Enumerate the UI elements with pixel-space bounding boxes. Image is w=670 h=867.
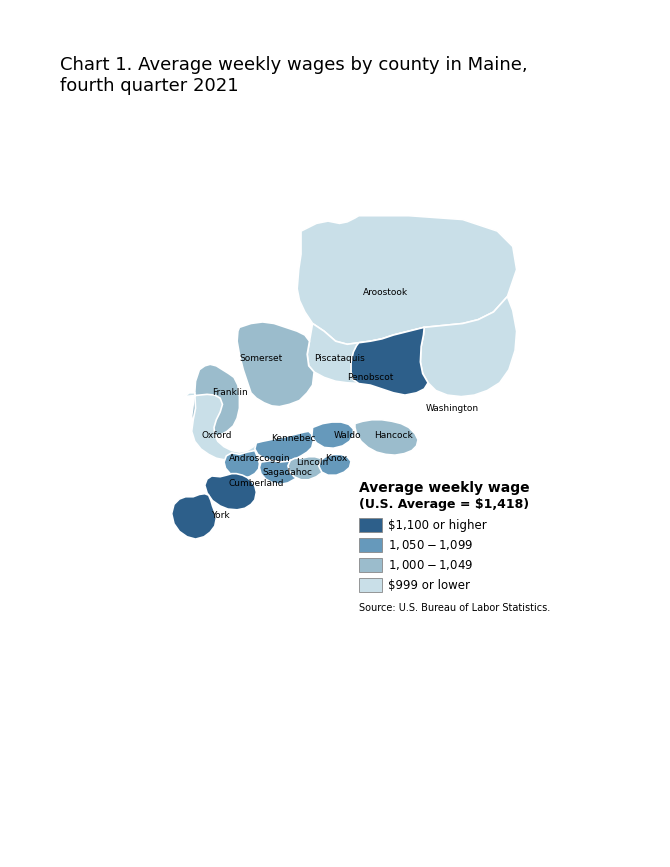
Polygon shape <box>172 493 216 539</box>
Text: Aroostook: Aroostook <box>363 288 408 297</box>
Polygon shape <box>192 364 239 437</box>
Polygon shape <box>351 328 428 395</box>
Polygon shape <box>237 322 314 407</box>
Text: $1,050 - $1,099: $1,050 - $1,099 <box>388 538 473 552</box>
Polygon shape <box>307 323 428 395</box>
Text: $1,000 - $1,049: $1,000 - $1,049 <box>388 558 473 572</box>
Text: Androscoggin: Androscoggin <box>229 453 291 463</box>
Polygon shape <box>259 460 303 485</box>
Bar <box>358 558 382 572</box>
Polygon shape <box>319 454 351 475</box>
Text: York: York <box>211 512 230 520</box>
Polygon shape <box>288 457 326 479</box>
Bar <box>358 538 382 552</box>
Text: (U.S. Average = $1,418): (U.S. Average = $1,418) <box>358 499 529 512</box>
Text: Franklin: Franklin <box>212 388 248 397</box>
Text: Hancock: Hancock <box>374 431 413 440</box>
Polygon shape <box>420 297 517 396</box>
Text: Chart 1. Average weekly wages by county in Maine,
fourth quarter 2021: Chart 1. Average weekly wages by county … <box>60 56 528 95</box>
Text: $999 or lower: $999 or lower <box>388 579 470 592</box>
Polygon shape <box>355 420 418 455</box>
Text: Average weekly wage: Average weekly wage <box>358 481 529 495</box>
Text: Cumberland: Cumberland <box>228 479 284 488</box>
Text: Waldo: Waldo <box>334 431 361 440</box>
Text: Source: U.S. Bureau of Labor Statistics.: Source: U.S. Bureau of Labor Statistics. <box>358 603 550 613</box>
Text: Lincoln: Lincoln <box>296 459 329 467</box>
Text: Somerset: Somerset <box>239 354 283 362</box>
Text: Oxford: Oxford <box>201 431 232 440</box>
Bar <box>358 518 382 532</box>
Text: Washington: Washington <box>426 404 479 413</box>
Polygon shape <box>205 473 257 510</box>
Text: Piscataquis: Piscataquis <box>314 354 365 362</box>
Polygon shape <box>224 451 259 479</box>
Text: Knox: Knox <box>326 453 348 463</box>
Polygon shape <box>184 393 259 460</box>
Text: Penobscot: Penobscot <box>347 373 393 381</box>
Polygon shape <box>312 422 353 448</box>
Text: Sagadahoc: Sagadahoc <box>262 467 312 477</box>
Text: Kennebec: Kennebec <box>271 434 316 444</box>
Bar <box>358 578 382 592</box>
Polygon shape <box>255 431 314 462</box>
Polygon shape <box>297 216 517 344</box>
Text: $1,100 or higher: $1,100 or higher <box>388 518 487 531</box>
